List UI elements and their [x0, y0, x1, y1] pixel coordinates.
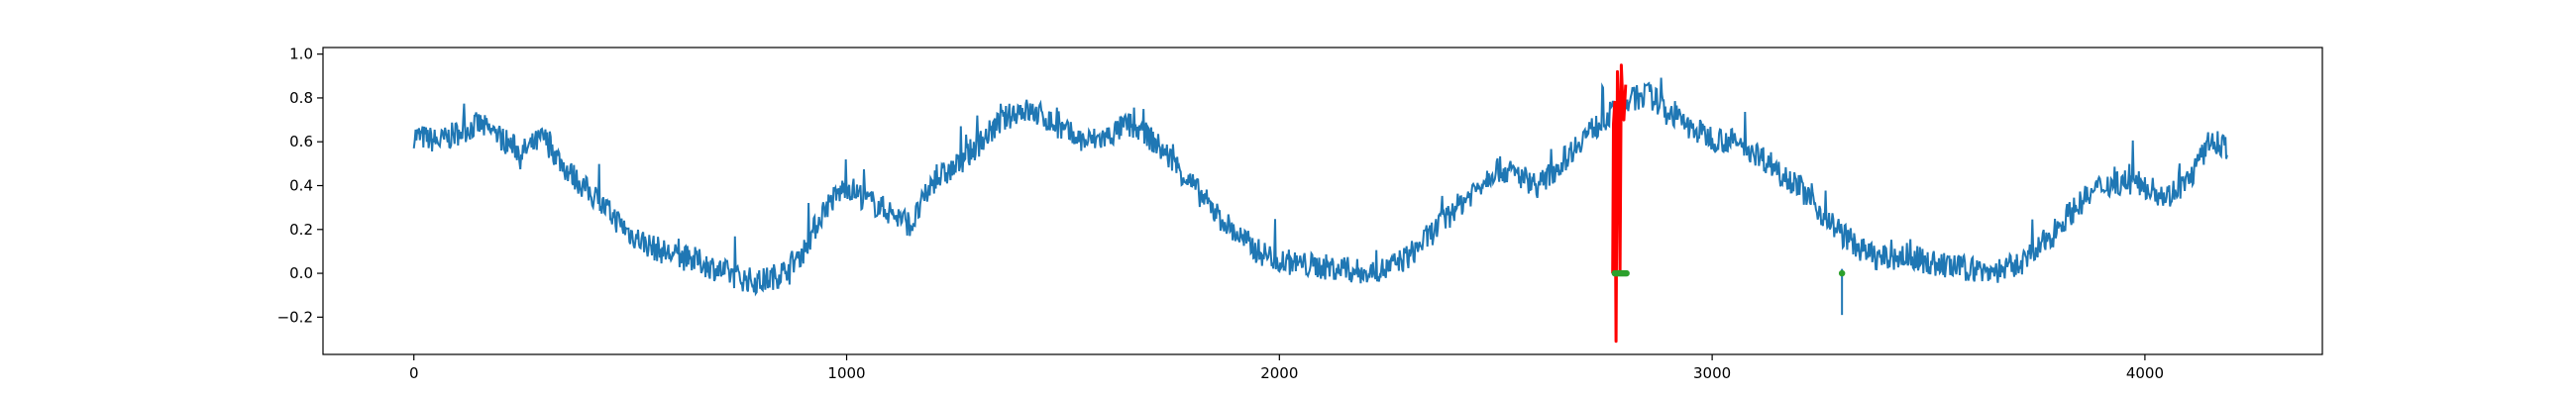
marker-point-9 [1623, 269, 1630, 277]
y-axis: −0.2 0.0 0.2 0.4 0.6 0.8 1.0 [277, 46, 323, 326]
y-tick-label: 0.0 [289, 264, 313, 282]
x-axis: 0 1000 2000 3000 4000 [409, 354, 2164, 382]
axes-frame [322, 47, 2323, 355]
y-tick-label: 0.8 [289, 89, 313, 107]
y-tick-label: 0.4 [289, 177, 313, 195]
x-tick-label: 2000 [1260, 364, 1298, 382]
x-tick-label: 3000 [1693, 364, 1731, 382]
y-tick-label: 1.0 [289, 46, 313, 63]
y-tick-label: 0.2 [289, 221, 313, 239]
series-line-main [412, 77, 2228, 297]
x-tick-label: 1000 [827, 364, 865, 382]
marker-point-10 [1838, 269, 1846, 277]
y-tick-label: 0.6 [289, 133, 313, 150]
x-tick-label: 0 [409, 364, 419, 382]
plot-content [412, 63, 2228, 344]
y-tick-label: −0.2 [277, 308, 313, 326]
series-line-anomaly [1611, 63, 1628, 344]
x-tick-label: 4000 [2126, 364, 2164, 382]
